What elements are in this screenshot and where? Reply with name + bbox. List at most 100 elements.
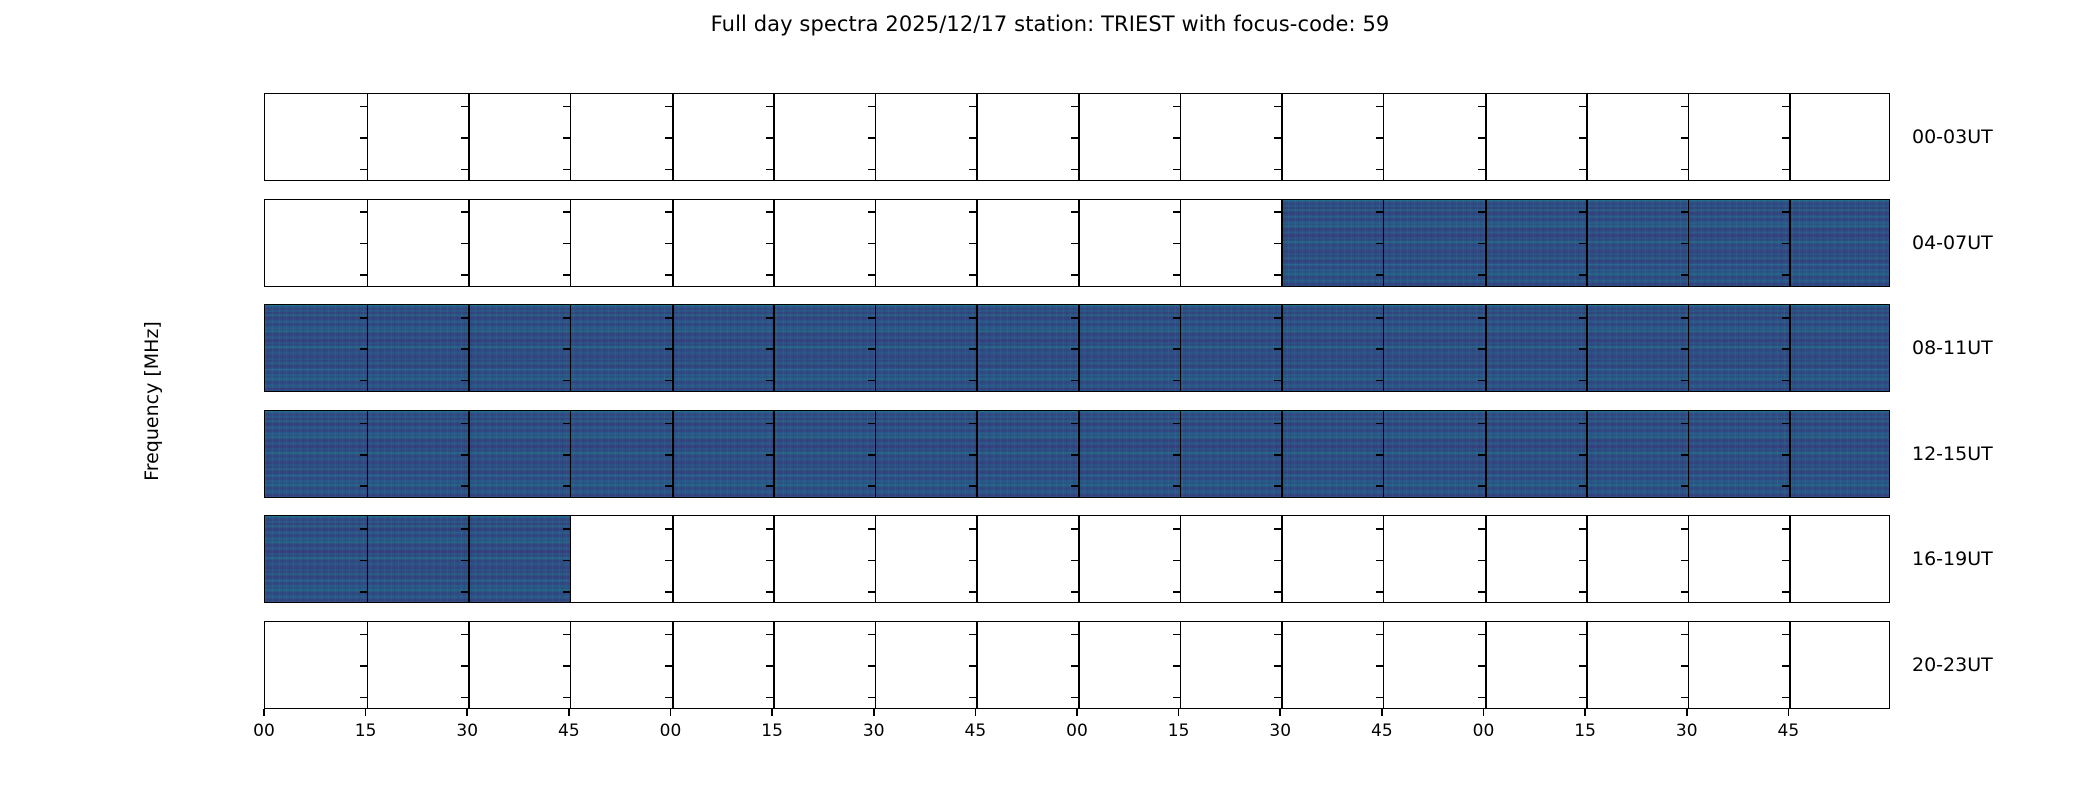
column-divider (1484, 516, 1487, 603)
y-tick-mark (264, 423, 265, 425)
x-tick-label: 45 (1777, 721, 1800, 741)
interior-tick-mark (1274, 274, 1282, 276)
x-tick-mark (974, 709, 977, 716)
x-tick-mark (364, 709, 367, 716)
column-divider (1687, 622, 1690, 708)
y-tick-mark (264, 528, 265, 530)
spectrogram-texture-layer (265, 410, 1889, 497)
x-tick-label: 00 (1066, 721, 1088, 741)
column-divider (1789, 516, 1791, 603)
column-divider (1281, 94, 1283, 180)
axes-stack: 350300250 00-03UT 350300250 04-07UT 35030025… (264, 93, 1993, 709)
interior-tick-mark (1375, 168, 1383, 171)
x-tick-label: 45 (1371, 721, 1393, 741)
x-tick-label: 45 (964, 721, 987, 741)
column-divider (773, 199, 775, 286)
interior-tick-mark (1172, 559, 1180, 562)
interior-tick-mark (562, 105, 570, 108)
column-divider (1382, 516, 1385, 603)
column-divider (1484, 94, 1487, 180)
interior-tick-mark (1172, 168, 1180, 171)
column-divider (773, 516, 775, 603)
interior-tick-mark (1782, 665, 1790, 667)
column-divider (671, 622, 674, 708)
interior-tick-mark (766, 528, 774, 530)
x-tick-label: 00 (253, 721, 275, 741)
interior-tick-mark (1579, 137, 1587, 139)
spectrogram-texture-layer (1281, 199, 1889, 286)
interior-tick-mark (867, 559, 875, 562)
interior-tick-mark (766, 105, 774, 108)
y-tick-mark (264, 454, 265, 456)
interior-tick-mark (1375, 105, 1383, 108)
interior-tick-mark (867, 665, 875, 667)
column-divider (976, 516, 978, 603)
spectrogram-texture-layer (265, 305, 1889, 392)
column-divider (1078, 516, 1081, 603)
interior-tick-mark (664, 528, 672, 530)
interior-tick-mark (1274, 242, 1282, 245)
interior-tick-mark (1477, 633, 1485, 636)
interior-tick-mark (1477, 696, 1485, 699)
interior-tick-mark (1274, 633, 1282, 636)
x-tick-mark (1482, 709, 1485, 716)
interior-tick-mark (359, 105, 367, 108)
x-tick-mark (568, 709, 570, 716)
x-tick-mark (669, 709, 672, 716)
x-tick-mark (1584, 709, 1586, 716)
interior-tick-mark (766, 591, 774, 593)
spectrogram-image (1281, 199, 1889, 286)
column-divider (468, 622, 470, 708)
row-time-label: 16-19UT (1912, 548, 1993, 571)
interior-tick-mark (1071, 211, 1078, 213)
interior-tick-mark (969, 137, 977, 139)
interior-tick-mark (562, 211, 570, 213)
interior-tick-mark (359, 665, 367, 667)
column-divider (1382, 94, 1385, 180)
interior-tick-mark (664, 696, 672, 699)
x-tick-mark (771, 709, 773, 716)
row-time-label: 04-07UT (1912, 231, 1993, 254)
interior-tick-mark (359, 696, 367, 699)
column-divider (569, 94, 572, 180)
column-divider (1078, 199, 1081, 286)
spectrogram-texture-layer (265, 410, 1889, 497)
interior-tick-mark (1782, 137, 1790, 139)
interior-tick-mark (1782, 528, 1790, 530)
x-tick-label: 30 (1269, 721, 1292, 741)
interior-tick-mark (1782, 105, 1790, 108)
column-divider (1078, 94, 1081, 180)
interior-tick-mark (1579, 528, 1587, 530)
interior-tick-mark (1477, 665, 1485, 667)
interior-tick-mark (1375, 559, 1383, 562)
interior-tick-mark (867, 528, 875, 530)
spectrogram-texture-layer (265, 305, 1889, 392)
column-divider (976, 199, 978, 286)
interior-tick-mark (1579, 696, 1587, 699)
interior-tick-mark (867, 168, 875, 171)
interior-tick-mark (1274, 528, 1282, 530)
interior-tick-mark (969, 274, 977, 276)
interior-tick-mark (664, 168, 672, 171)
interior-tick-mark (766, 665, 774, 667)
y-tick-mark (264, 348, 265, 350)
interior-tick-mark (359, 168, 367, 171)
column-divider (671, 94, 674, 180)
interior-tick-mark (1477, 168, 1485, 171)
interior-tick-mark (1375, 137, 1383, 139)
interior-tick-mark (1680, 696, 1688, 699)
interior-tick-mark (1172, 137, 1180, 139)
interior-tick-mark (1071, 559, 1078, 562)
interior-tick-mark (461, 665, 469, 667)
interior-tick-mark (867, 591, 875, 593)
interior-tick-mark (1477, 105, 1485, 108)
y-tick-mark (264, 106, 265, 108)
interior-tick-mark (461, 211, 469, 213)
interior-tick-mark (1172, 528, 1180, 530)
spectrogram-texture-layer (265, 516, 570, 603)
interior-tick-mark (969, 591, 977, 593)
spectrogram-texture-layer (265, 516, 570, 603)
interior-tick-mark (1071, 105, 1078, 108)
interior-tick-mark (1579, 168, 1587, 171)
